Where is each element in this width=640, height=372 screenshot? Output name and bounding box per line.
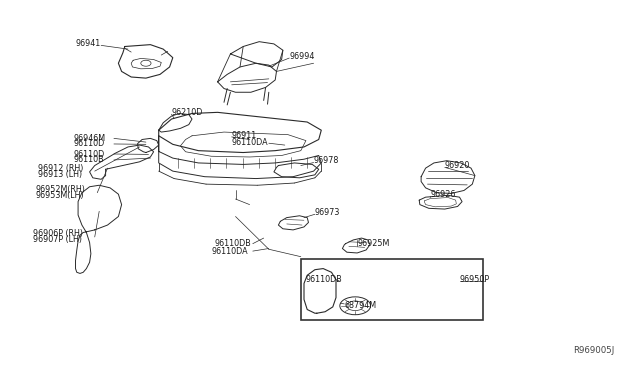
Text: 96926: 96926 [430,190,456,199]
Text: 96912 (RH): 96912 (RH) [38,164,84,173]
Text: 96110B: 96110B [74,155,104,164]
Text: R969005J: R969005J [573,346,614,355]
Text: 96913 (LH): 96913 (LH) [38,170,83,179]
Text: 96907P (LH): 96907P (LH) [33,235,83,244]
Text: 96994: 96994 [289,52,315,61]
Text: 96950P: 96950P [460,275,490,284]
Text: 96920: 96920 [445,161,470,170]
Text: 96110DA: 96110DA [232,138,268,147]
Text: 96953M(LH): 96953M(LH) [35,191,84,200]
Text: 96952M(RH): 96952M(RH) [35,185,85,194]
Text: 96911: 96911 [232,131,257,140]
Text: 96210D: 96210D [172,108,203,117]
Text: 96110D: 96110D [74,150,105,158]
Text: 96978: 96978 [314,156,339,165]
Text: 96906P (RH): 96906P (RH) [33,229,83,238]
Text: 96941: 96941 [76,39,100,48]
Bar [301,259,483,320]
Text: 96946M: 96946M [74,134,106,143]
Text: 68794M: 68794M [344,301,376,310]
Text: 96110DA: 96110DA [211,247,248,256]
Text: 96110DB: 96110DB [214,239,251,248]
Text: 96973: 96973 [315,208,340,217]
Text: 96110D: 96110D [74,140,105,148]
Text: 96925M: 96925M [357,239,390,248]
Text: 96110DB: 96110DB [306,275,342,284]
